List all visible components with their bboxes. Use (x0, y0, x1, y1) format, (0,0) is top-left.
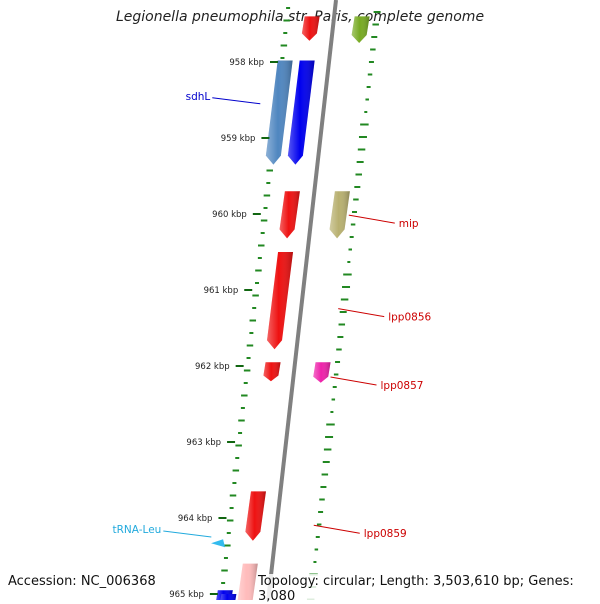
feature-label: lpp0856 (388, 312, 431, 324)
leader-line (212, 97, 261, 105)
tick-label: 960 kbp (212, 210, 247, 220)
leader-line (163, 530, 212, 538)
gene-tRNA-Leu (211, 539, 226, 548)
gene-feature (301, 16, 320, 41)
gene-shade (301, 16, 320, 41)
feature-labels: sdhL mip lpp0856 lpp0857 lpp0859 tRNA-Leu (113, 91, 432, 540)
gene-shade (279, 191, 300, 239)
leader-line (338, 308, 385, 318)
tick-label: 964 kbp (178, 514, 213, 524)
label-lpp0856: lpp0856 (338, 308, 432, 324)
label-lpp0859: lpp0859 (313, 524, 407, 540)
gene-shade (267, 252, 294, 350)
gene-shade (245, 491, 266, 541)
feature-label: lpp0859 (364, 528, 407, 540)
gene-shade (237, 563, 258, 600)
gene-shade (313, 362, 331, 383)
gene-lpp0859 (245, 491, 266, 541)
leader-line (313, 524, 360, 534)
trna-mark (211, 539, 226, 548)
label-tRNA-Leu: tRNA-Leu (113, 524, 212, 538)
label-lpp0857: lpp0857 (330, 376, 423, 392)
gene-feature (287, 60, 315, 165)
gene-shade (220, 594, 237, 600)
gene-shade (329, 191, 350, 239)
map-title: Legionella pneumophila str. Paris, compl… (115, 9, 485, 25)
feature-label: lpp0857 (380, 380, 423, 392)
label-sdhL: sdhL (186, 91, 261, 105)
tick-label: 963 kbp (186, 438, 221, 448)
gene-feature (237, 563, 258, 600)
gene-shade (265, 60, 293, 165)
gene-shade (287, 60, 315, 165)
tick-label: 962 kbp (195, 362, 230, 372)
leader-line (330, 376, 377, 386)
accession-text: Accession: NC_006368 (8, 574, 156, 589)
gene-mip (329, 191, 350, 239)
gene-feature (263, 362, 281, 382)
gene-feature (351, 16, 370, 43)
tick-label: 958 kbp (229, 58, 264, 68)
tick-label: 965 kbp (169, 590, 204, 600)
tick-label: 961 kbp (204, 286, 239, 296)
feature-label: tRNA-Leu (113, 524, 162, 536)
feature-label: sdhL (186, 91, 211, 103)
gene-feature (220, 594, 237, 600)
gene-shade (263, 362, 281, 382)
feature-track (211, 16, 370, 600)
gene-sdhL (265, 60, 293, 165)
leader-line (348, 214, 395, 224)
gene-lpp0856 (267, 252, 294, 350)
tick-ruler: 958 kbp 959 kbp 960 kbp 961 kbp 962 kbp 963 k… (169, 58, 278, 600)
tick-label: 959 kbp (221, 134, 256, 144)
backbone-line (266, 0, 338, 600)
gene-shade (351, 16, 370, 43)
backbone (266, 0, 338, 600)
gene-feature (279, 191, 300, 239)
genome-summary: Topology: circular; Length: 3,503,610 bp… (258, 574, 600, 604)
label-mip: mip (348, 214, 419, 230)
gene-lpp0857 (313, 362, 331, 383)
feature-label: mip (399, 218, 419, 230)
